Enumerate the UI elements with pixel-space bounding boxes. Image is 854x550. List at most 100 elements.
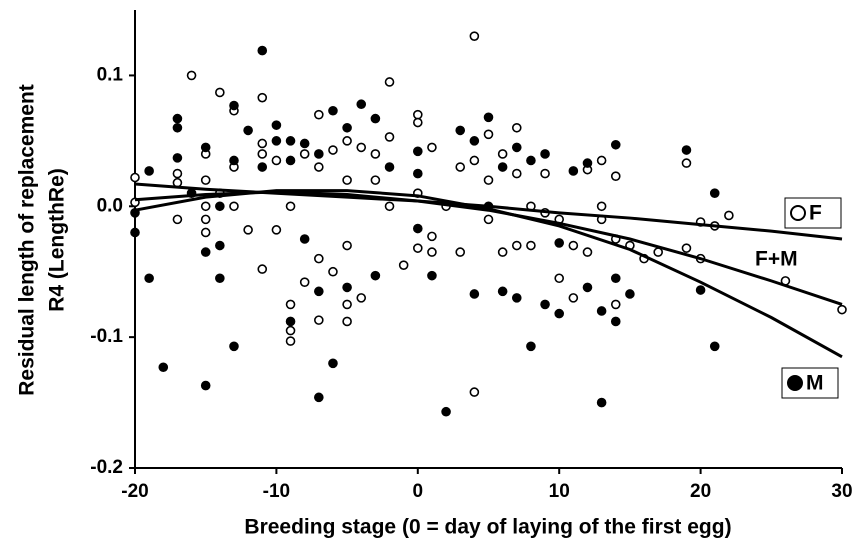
- point: [172, 168, 183, 179]
- point: [144, 273, 154, 284]
- point: [215, 87, 225, 98]
- point: [455, 125, 466, 136]
- point: [837, 304, 847, 315]
- point: [314, 315, 324, 325]
- point: [299, 234, 310, 244]
- point: [257, 149, 268, 159]
- point: [285, 336, 296, 346]
- point: [483, 112, 494, 123]
- point: [540, 149, 550, 159]
- point: [724, 210, 734, 221]
- point: [625, 289, 635, 299]
- y-tick-label: -0.2: [90, 457, 123, 478]
- point: [299, 149, 310, 159]
- point: [314, 109, 324, 120]
- point: [285, 316, 296, 327]
- point: [554, 308, 565, 319]
- point: [412, 146, 423, 157]
- point: [328, 358, 338, 369]
- point: [370, 113, 381, 124]
- point: [257, 138, 268, 149]
- point: [356, 142, 367, 153]
- y-tick-label: 0.1: [97, 64, 124, 85]
- point: [314, 286, 324, 297]
- fit-label: F+M: [755, 248, 798, 271]
- point: [285, 201, 296, 212]
- x-tick-label: -20: [121, 481, 148, 502]
- point: [342, 175, 352, 185]
- point: [285, 155, 296, 166]
- point: [186, 70, 197, 81]
- point: [243, 225, 253, 235]
- x-tick-label: -10: [263, 481, 290, 502]
- point: [398, 260, 409, 270]
- point: [497, 247, 508, 257]
- point: [483, 175, 494, 185]
- point: [511, 293, 522, 303]
- point: [596, 397, 607, 408]
- point: [299, 138, 310, 149]
- point: [384, 201, 395, 212]
- point: [172, 113, 183, 124]
- point: [200, 175, 211, 185]
- point: [200, 227, 211, 238]
- legend-marker: [787, 375, 803, 391]
- point: [257, 45, 268, 56]
- point: [144, 166, 154, 176]
- point: [200, 380, 211, 391]
- point: [271, 155, 282, 166]
- point: [356, 293, 367, 303]
- point: [610, 273, 621, 284]
- point: [412, 109, 423, 120]
- point: [257, 162, 268, 172]
- point: [342, 136, 352, 146]
- point: [469, 387, 480, 397]
- point: [610, 139, 621, 150]
- point: [158, 362, 169, 373]
- point: [568, 166, 579, 176]
- point: [314, 392, 324, 403]
- point: [427, 270, 437, 281]
- point: [582, 282, 593, 293]
- point: [540, 299, 550, 310]
- point: [172, 153, 183, 163]
- point: [427, 231, 437, 242]
- point: [526, 155, 536, 166]
- point: [215, 273, 225, 284]
- point: [271, 136, 282, 146]
- point: [342, 282, 352, 293]
- point: [229, 341, 239, 352]
- point: [299, 277, 310, 287]
- point: [328, 105, 338, 116]
- point: [384, 77, 395, 87]
- x-axis-label: Breeding stage (0 = day of laying of the…: [244, 516, 731, 539]
- point: [215, 201, 225, 212]
- point: [285, 299, 296, 310]
- point: [497, 149, 508, 159]
- point: [681, 145, 692, 155]
- point: [540, 168, 550, 179]
- point: [483, 129, 494, 140]
- point: [455, 247, 466, 257]
- point: [130, 227, 140, 238]
- point: [582, 158, 593, 168]
- point: [568, 240, 579, 251]
- point: [384, 162, 395, 172]
- x-tick-label: 20: [690, 481, 711, 502]
- point: [610, 316, 621, 327]
- point: [568, 293, 579, 303]
- point: [257, 264, 268, 274]
- point: [200, 214, 211, 225]
- point: [511, 142, 522, 153]
- fit-line: [134, 189, 843, 359]
- point: [172, 214, 183, 225]
- point: [497, 162, 508, 172]
- point: [285, 136, 296, 146]
- point: [200, 142, 211, 153]
- point: [412, 117, 423, 128]
- point: [681, 158, 692, 168]
- point: [130, 172, 140, 183]
- legend-marker: [790, 205, 806, 221]
- y-axis-label: R4 (LengthRe): [46, 168, 69, 312]
- point: [610, 299, 621, 310]
